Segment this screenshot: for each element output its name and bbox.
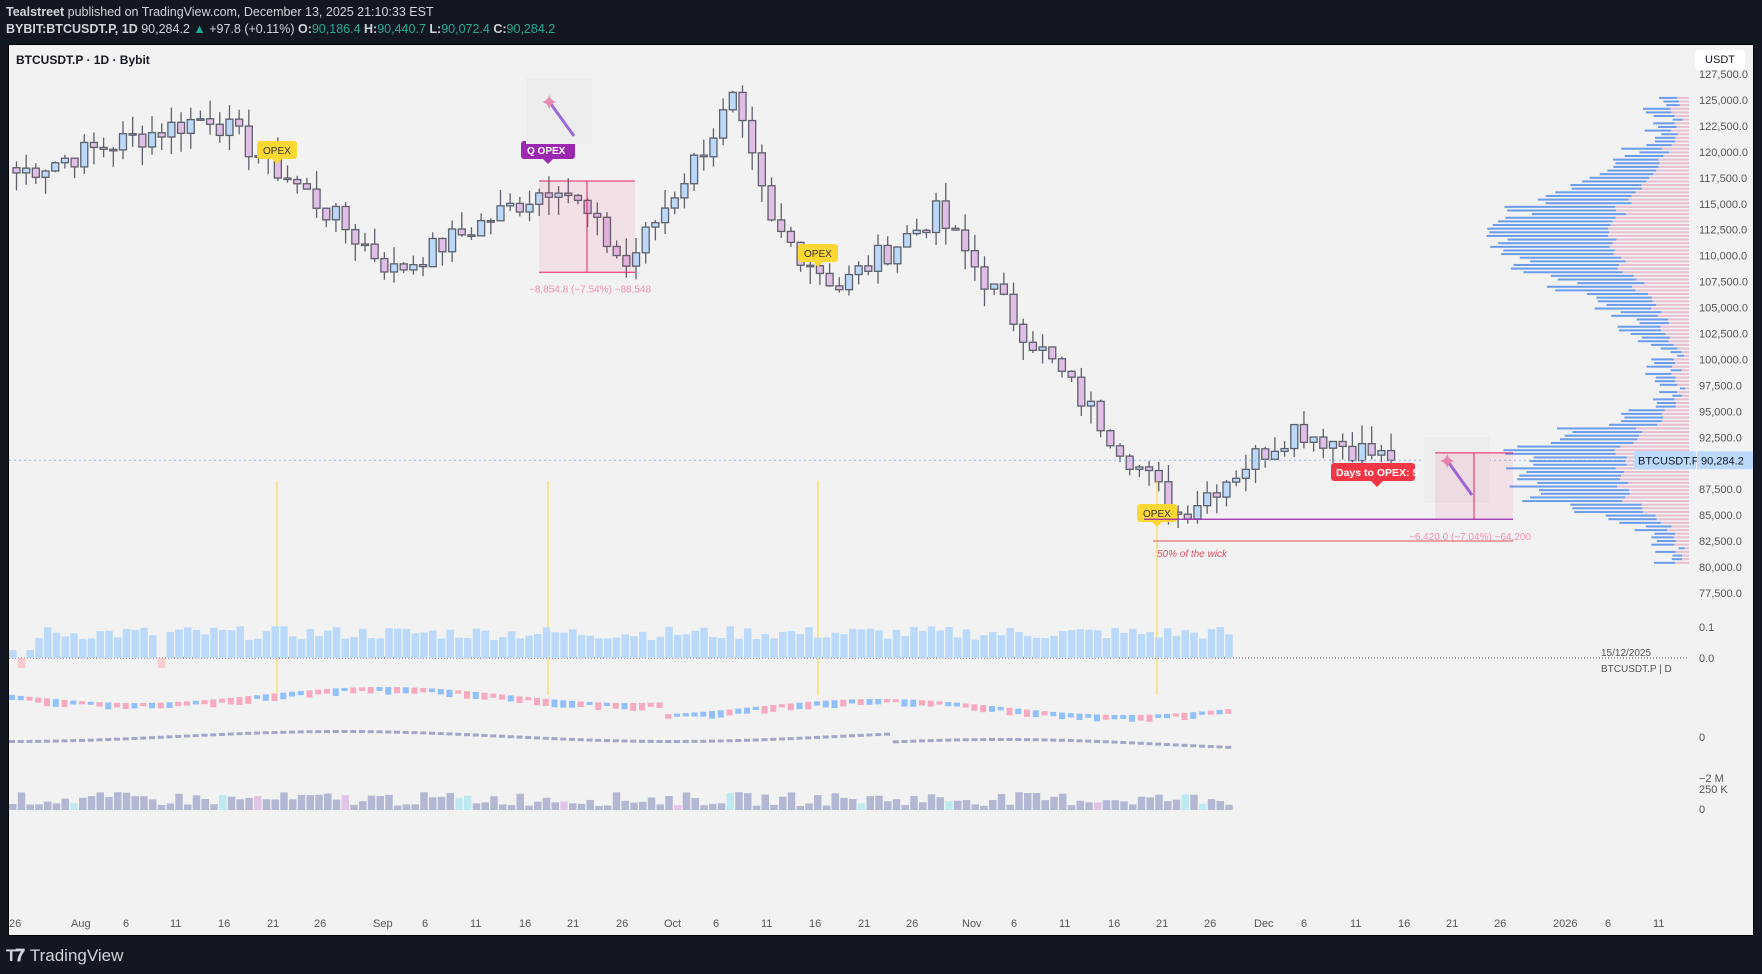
price-axis-label: 80,000.0 bbox=[1699, 562, 1742, 574]
time-axis-label: 21 bbox=[1446, 918, 1458, 930]
price-axis-label: 120,000.0 bbox=[1699, 147, 1748, 159]
time-axis-label: Aug bbox=[71, 918, 91, 930]
time-axis-label: 16 bbox=[1398, 918, 1410, 930]
time-axis-label: 6 bbox=[422, 918, 428, 930]
watermark-symbol: BTCUSDT.P | D bbox=[1601, 664, 1672, 675]
close-value: 90,284.2 bbox=[506, 22, 556, 36]
volume-profile bbox=[1486, 96, 1689, 564]
time-axis-label: 6 bbox=[1011, 918, 1017, 930]
price-tag-value: 90,284.2 bbox=[1701, 455, 1744, 467]
days-to-opex-badge: Days to OPEX: 5 bbox=[1336, 467, 1418, 479]
high-value: 90,440.7 bbox=[377, 22, 426, 36]
svg-text:0: 0 bbox=[1699, 804, 1705, 816]
price-axis-label: 127,500.0 bbox=[1699, 69, 1748, 81]
magic-wand-icon: ✦ bbox=[1438, 449, 1456, 474]
price-axis-label: 112,500.0 bbox=[1699, 225, 1747, 237]
chart-title: BTCUSDT.P · 1D · Bybit bbox=[16, 53, 150, 67]
time-axis-label: 11 bbox=[1059, 918, 1070, 930]
price-axis-label: 87,500.0 bbox=[1699, 484, 1742, 496]
price-axis-label: 122,500.0 bbox=[1699, 121, 1748, 133]
footer-brand[interactable]: T𝟕 TradingView bbox=[6, 946, 123, 966]
price-axis-label: 102,500.0 bbox=[1699, 329, 1748, 341]
wick-note: 50% of the wick bbox=[1157, 549, 1228, 560]
opex-label: OPEX bbox=[1143, 509, 1171, 520]
watermark-date: 15/12/2025 bbox=[1601, 648, 1651, 659]
time-axis-label: 11 bbox=[470, 918, 481, 930]
time-axis-label: 6 bbox=[1605, 918, 1611, 930]
svg-text:−2 M: −2 M bbox=[1699, 773, 1724, 785]
currency-button[interactable]: USDT bbox=[1695, 50, 1745, 70]
time-axis-label: 2026 bbox=[1553, 918, 1577, 930]
chart-canvas[interactable]: 127,500.0 125,000.0 122,500.0 120,000.0 117,… bbox=[9, 45, 1754, 936]
price-axis-label: 97,500.0 bbox=[1699, 380, 1742, 392]
time-axis-label: 11 bbox=[1653, 918, 1664, 930]
price-axis-label: 77,500.0 bbox=[1699, 588, 1742, 600]
time-axis-label: 16 bbox=[519, 918, 531, 930]
tradingview-logo-icon: T𝟕 bbox=[6, 946, 25, 965]
time-axis-label: 21 bbox=[267, 918, 279, 930]
price-axis-label: 115,000.0 bbox=[1699, 199, 1747, 211]
time-axis-label: 16 bbox=[218, 918, 230, 930]
candles bbox=[12, 85, 1396, 529]
time-axis-label: 11 bbox=[1350, 918, 1361, 930]
time-axis-label: Dec bbox=[1254, 918, 1274, 930]
price-axis-label: 82,500.0 bbox=[1699, 536, 1742, 548]
publish-text: published on TradingView.com, December 1… bbox=[64, 5, 434, 19]
time-axis-label: 26 bbox=[9, 918, 21, 930]
magic-wand-icon: ✦ bbox=[540, 90, 558, 115]
price-axis-label: 117,500.0 bbox=[1699, 173, 1747, 185]
time-axis-label: 11 bbox=[170, 918, 181, 930]
time-axis-label: 26 bbox=[1494, 918, 1506, 930]
price-axis-label: 85,000.0 bbox=[1699, 510, 1742, 522]
opex-label: OPEX bbox=[263, 146, 291, 157]
low-value: 90,072.4 bbox=[441, 22, 490, 36]
time-axis-label: 6 bbox=[1301, 918, 1307, 930]
price-axis-label: 95,000.0 bbox=[1699, 406, 1742, 418]
last-price: 90,284.2 bbox=[141, 22, 190, 36]
open-value: 90,186.4 bbox=[311, 22, 361, 36]
time-axis-label: 16 bbox=[1108, 918, 1120, 930]
svg-text:0.1: 0.1 bbox=[1699, 622, 1714, 634]
price-axis-label: 110,000.0 bbox=[1699, 251, 1747, 263]
time-axis-label: Oct bbox=[664, 918, 681, 930]
time-axis-label: 21 bbox=[1156, 918, 1168, 930]
change: +97.8 (+0.11%) bbox=[209, 22, 295, 36]
time-axis-label: 26 bbox=[616, 918, 628, 930]
time-axis-label: 26 bbox=[314, 918, 326, 930]
time-axis-label: Nov bbox=[962, 918, 982, 930]
time-axis-label: 26 bbox=[906, 918, 918, 930]
opex-label: OPEX bbox=[804, 249, 832, 260]
price-axis-label: 92,500.0 bbox=[1699, 432, 1742, 444]
symbol-line: BYBIT:BTCUSDT.P, 1D bbox=[6, 22, 138, 36]
time-axis-label: Sep bbox=[373, 918, 393, 930]
author: Tealstreet bbox=[6, 5, 65, 19]
opex-label: Q OPEX bbox=[527, 146, 566, 157]
time-axis-label: 16 bbox=[809, 918, 821, 930]
time-axis-label: 21 bbox=[858, 918, 870, 930]
time-axis-label: 6 bbox=[713, 918, 719, 930]
ohlc-line: BYBIT:BTCUSDT.P, 1D 90,284.2 ▲ +97.8 (+0… bbox=[6, 22, 556, 36]
time-axis-label: 26 bbox=[1204, 918, 1216, 930]
measure-label: −6,420.0 (−7.04%) −64,200 bbox=[1409, 532, 1531, 543]
time-axis-label: 11 bbox=[761, 918, 772, 930]
price-axis-label: 107,500.0 bbox=[1699, 277, 1748, 289]
up-arrow-icon: ▲ bbox=[193, 22, 206, 36]
measure-label: −8,854.8 (−7.54%) −88,548 bbox=[529, 284, 651, 295]
price-axis-label: 100,000.0 bbox=[1699, 354, 1748, 366]
time-axis-label: 21 bbox=[567, 918, 579, 930]
time-axis-label: 6 bbox=[123, 918, 129, 930]
publish-line: Tealstreet published on TradingView.com,… bbox=[6, 5, 434, 19]
svg-text:0: 0 bbox=[1699, 732, 1705, 744]
chart-frame[interactable]: 127,500.0 125,000.0 122,500.0 120,000.0 117,… bbox=[8, 44, 1754, 936]
brand-label: TradingView bbox=[29, 946, 124, 965]
svg-text:0.0: 0.0 bbox=[1699, 653, 1714, 665]
price-axis-label: 105,000.0 bbox=[1699, 303, 1748, 315]
svg-text:250 K: 250 K bbox=[1699, 784, 1728, 796]
price-axis-label: 125,000.0 bbox=[1699, 95, 1748, 107]
price-tag-symbol: BTCUSDT.P bbox=[1638, 455, 1699, 467]
